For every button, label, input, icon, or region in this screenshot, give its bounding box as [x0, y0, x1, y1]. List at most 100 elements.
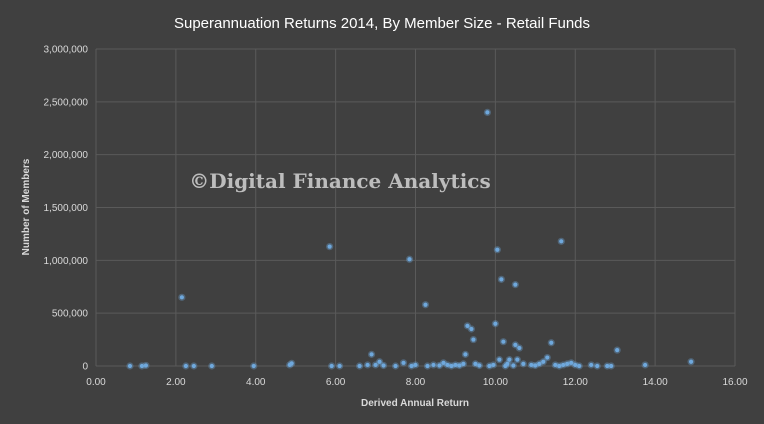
y-tick-label: 2,500,000	[44, 97, 89, 108]
scatter-point	[559, 239, 564, 244]
y-tick-label: 500,000	[52, 309, 89, 320]
scatter-point	[553, 362, 558, 368]
x-tick-label: 12.00	[563, 377, 588, 388]
watermark-text: ©Digital Finance Analytics	[189, 169, 491, 193]
scatter-point	[143, 363, 149, 368]
scatter-point	[423, 302, 428, 307]
scatter-point	[521, 361, 526, 366]
scatter-point	[507, 357, 512, 362]
scatter-point	[573, 362, 578, 368]
scatter-point	[609, 363, 614, 369]
x-tick-label: 2.00	[166, 377, 186, 388]
scatter-point	[465, 323, 470, 328]
x-tick-label: 6.00	[326, 377, 346, 388]
scatter-point	[511, 363, 516, 368]
scatter-point	[407, 257, 412, 262]
scatter-point	[493, 321, 498, 326]
scatter-point	[557, 363, 562, 369]
scatter-point	[513, 342, 518, 347]
grid-layer	[95, 48, 736, 367]
scatter-point	[471, 337, 476, 342]
scatter-point	[377, 359, 382, 364]
y-tick-label: 1,000,000	[44, 256, 89, 267]
scatter-point	[337, 363, 342, 369]
x-axis-label: Derived Annual Return	[361, 398, 469, 409]
scatter-point	[445, 362, 450, 368]
y-tick-label: 3,000,000	[44, 45, 89, 56]
scatter-point	[688, 359, 694, 364]
scatter-point	[469, 326, 474, 332]
scatter-point	[191, 363, 196, 369]
scatter-point	[457, 363, 462, 368]
scatter-point	[589, 362, 594, 368]
x-tick-label: 14.00	[643, 377, 668, 388]
scatter-point	[461, 361, 466, 366]
scatter-point	[179, 295, 184, 300]
scatter-point	[139, 363, 145, 369]
scatter-point	[643, 362, 648, 368]
scatter-point	[329, 363, 334, 369]
scatter-point	[369, 352, 374, 357]
scatter-point	[513, 282, 518, 287]
scatter-point	[615, 348, 620, 353]
scatter-point	[365, 362, 370, 368]
scatter-point	[473, 361, 478, 366]
x-tick-label: 8.00	[406, 377, 426, 388]
scatter-point	[477, 363, 482, 368]
scatter-point	[605, 363, 610, 369]
scatter-point	[441, 360, 446, 365]
scatter-point	[251, 363, 256, 369]
y-axis-label: Number of Members	[21, 158, 32, 255]
scatter-point	[497, 357, 502, 362]
scatter-point	[431, 362, 436, 368]
scatter-point	[545, 355, 550, 360]
scatter-point	[209, 363, 214, 369]
scatter-point	[569, 360, 574, 365]
scatter-point	[487, 363, 492, 369]
axis-layer: 0 500,000 1,000,000 1,500,000 2,000,000 2,500…	[44, 45, 748, 389]
scatter-point	[533, 363, 538, 368]
scatter-point	[381, 363, 386, 368]
scatter-point	[485, 110, 490, 115]
x-tick-label: 10.00	[483, 377, 508, 388]
scatter-point	[537, 361, 542, 366]
scatter-point	[561, 362, 566, 368]
scatter-point	[595, 363, 600, 369]
scatter-point	[409, 363, 414, 369]
scatter-point	[401, 360, 406, 365]
scatter-point	[127, 363, 133, 369]
scatter-point	[515, 357, 520, 362]
chart-title: Superannuation Returns 2014, By Member S…	[174, 15, 590, 32]
scatter-point	[463, 352, 468, 357]
scatter-point	[449, 363, 454, 369]
scatter-point	[425, 363, 430, 369]
scatter-point	[183, 363, 188, 369]
scatter-point	[541, 359, 546, 364]
scatter-point	[499, 277, 504, 282]
scatter-point	[437, 363, 442, 368]
scatter-point	[413, 362, 418, 368]
scatter-point	[373, 362, 378, 368]
scatter-point	[357, 363, 362, 369]
y-tick-label: 2,000,000	[44, 150, 89, 161]
y-tick-label: 0	[82, 362, 88, 373]
scatter-point	[393, 363, 398, 369]
scatter-point	[491, 362, 496, 368]
scatter-point	[453, 362, 458, 368]
scatter-point	[327, 244, 332, 249]
scatter-point	[505, 361, 510, 366]
x-tick-label: 4.00	[246, 377, 266, 388]
scatter-point	[577, 363, 582, 369]
scatter-point	[495, 247, 500, 252]
scatter-point	[517, 345, 522, 351]
scatter-point	[529, 362, 534, 368]
scatter-point	[289, 361, 294, 366]
x-tick-label: 0.00	[86, 377, 106, 388]
scatter-point	[565, 361, 570, 366]
y-tick-label: 1,500,000	[44, 203, 89, 214]
scatter-point	[549, 340, 554, 345]
x-tick-label: 16.00	[722, 377, 747, 388]
point-layer	[126, 108, 695, 370]
